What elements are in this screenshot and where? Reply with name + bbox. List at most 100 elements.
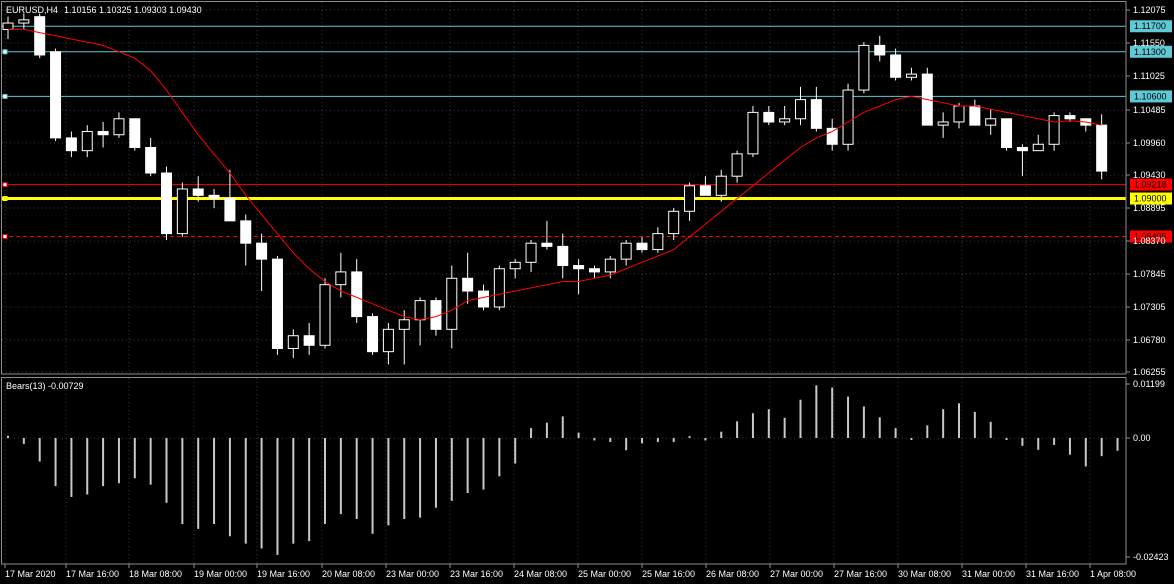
candle-body <box>620 242 632 260</box>
time-label: 25 Mar 16:00 <box>642 569 695 579</box>
horizontal-levels[interactable] <box>2 23 1126 239</box>
level-price-tag-text: 1.09000 <box>1134 194 1167 204</box>
candle-body <box>97 131 109 136</box>
price-label: 1.11550 <box>1133 38 1165 48</box>
candle-body <box>541 242 553 247</box>
candle-body <box>668 210 680 235</box>
candle-body <box>478 290 489 308</box>
time-label: 23 Mar 00:00 <box>386 569 439 579</box>
level-price-tag-text: 1.10600 <box>1134 91 1167 101</box>
price-label: 1.06780 <box>1133 335 1166 345</box>
price-label: 1.10485 <box>1133 105 1166 115</box>
price-label: 1.09960 <box>1133 138 1166 148</box>
candle-body <box>256 242 268 260</box>
candle-body <box>493 268 505 308</box>
level-price-tag-text: 1.09218 <box>1134 180 1167 190</box>
candle-body <box>34 16 46 56</box>
candle-body <box>652 233 664 251</box>
candle-body <box>414 300 426 321</box>
candle-body <box>573 265 585 270</box>
candle-body <box>557 245 569 267</box>
indicator-panel-frame <box>1 377 1127 565</box>
moving-average-line <box>8 28 1102 321</box>
candle-body <box>684 185 696 212</box>
candle-body <box>969 105 981 126</box>
candle-body <box>636 242 648 251</box>
time-label: 26 Mar 08:00 <box>706 569 759 579</box>
panel-frames <box>1 1 1127 565</box>
moving-average <box>8 28 1102 321</box>
candle-body <box>731 153 743 177</box>
candle-body <box>18 19 30 24</box>
candle-body <box>795 99 806 120</box>
candle-body <box>779 118 791 123</box>
price-label: 1.11025 <box>1133 71 1165 81</box>
price-label: 1.07305 <box>1133 302 1166 312</box>
candle-body <box>113 118 125 136</box>
time-label: 24 Mar 08:00 <box>514 569 567 579</box>
candle-body <box>367 316 379 353</box>
candle-body <box>1048 115 1060 145</box>
candle-body <box>176 188 188 235</box>
candle-body <box>1032 143 1044 152</box>
candle-body <box>905 73 917 78</box>
candle-body <box>588 268 600 273</box>
candle-body <box>826 127 838 145</box>
price-label: 1.07845 <box>1133 269 1166 279</box>
candle-body <box>192 188 204 196</box>
candle-body <box>1064 115 1076 120</box>
indicator-axis-label: -0.02423 <box>1133 552 1169 562</box>
bears-power-histogram <box>7 385 1119 555</box>
time-label: 20 Mar 08:00 <box>322 569 375 579</box>
level-price-tag-text: 1.11700 <box>1134 21 1166 31</box>
candle-body <box>699 185 711 196</box>
candle-body <box>2 22 14 30</box>
level-anchor[interactable] <box>2 182 8 188</box>
candle-body <box>890 54 902 78</box>
candle-body <box>271 258 283 349</box>
time-label: 17 Mar 16:00 <box>66 569 119 579</box>
indicator-axis-label: 0.00 <box>1133 433 1151 443</box>
candle-body <box>874 44 886 56</box>
main-panel-frame <box>1 1 1127 375</box>
time-label: 27 Mar 00:00 <box>770 569 823 579</box>
candle-body <box>65 137 77 152</box>
candle-body <box>858 44 870 91</box>
candle-body <box>937 121 949 126</box>
level-anchor[interactable] <box>2 196 8 202</box>
level-price-tag <box>1130 90 1172 103</box>
indicator-axis-label: 0.01199 <box>1133 379 1165 389</box>
candle-body <box>810 99 822 129</box>
candle-body <box>985 118 997 126</box>
candle-body <box>509 261 521 270</box>
grid-lines <box>2 2 1126 564</box>
candle-body <box>240 220 252 244</box>
level-price-tag <box>1130 45 1172 58</box>
candle-body <box>208 194 220 200</box>
level-anchor[interactable] <box>2 93 8 99</box>
time-label: 27 Mar 16:00 <box>834 569 887 579</box>
candle-body <box>335 271 347 286</box>
candle-body <box>319 284 331 346</box>
time-label: 19 Mar 16:00 <box>257 569 310 579</box>
candle-body <box>145 146 157 174</box>
level-price-tag <box>1130 20 1172 33</box>
level-anchor[interactable] <box>2 233 8 239</box>
candle-body <box>398 319 410 330</box>
level-price-tag-text: 1.08405 <box>1134 231 1167 241</box>
ohlc-readout: 1.10156 1.10325 1.09303 1.09430 <box>64 5 202 15</box>
symbol-title: EURUSD,H4 <box>6 5 58 15</box>
candle-body <box>50 51 62 139</box>
candle-body <box>161 172 172 235</box>
level-anchor[interactable] <box>2 49 8 55</box>
time-label: 1 Apr 08:00 <box>1090 569 1136 579</box>
candle-body <box>351 271 363 318</box>
candle-body <box>1096 124 1108 172</box>
candle-body <box>1001 118 1013 148</box>
candle-body <box>224 198 236 222</box>
level-price-tag <box>1130 178 1172 191</box>
candle-body <box>287 335 299 349</box>
candle-body <box>842 89 854 145</box>
time-label: 18 Mar 08:00 <box>129 569 182 579</box>
